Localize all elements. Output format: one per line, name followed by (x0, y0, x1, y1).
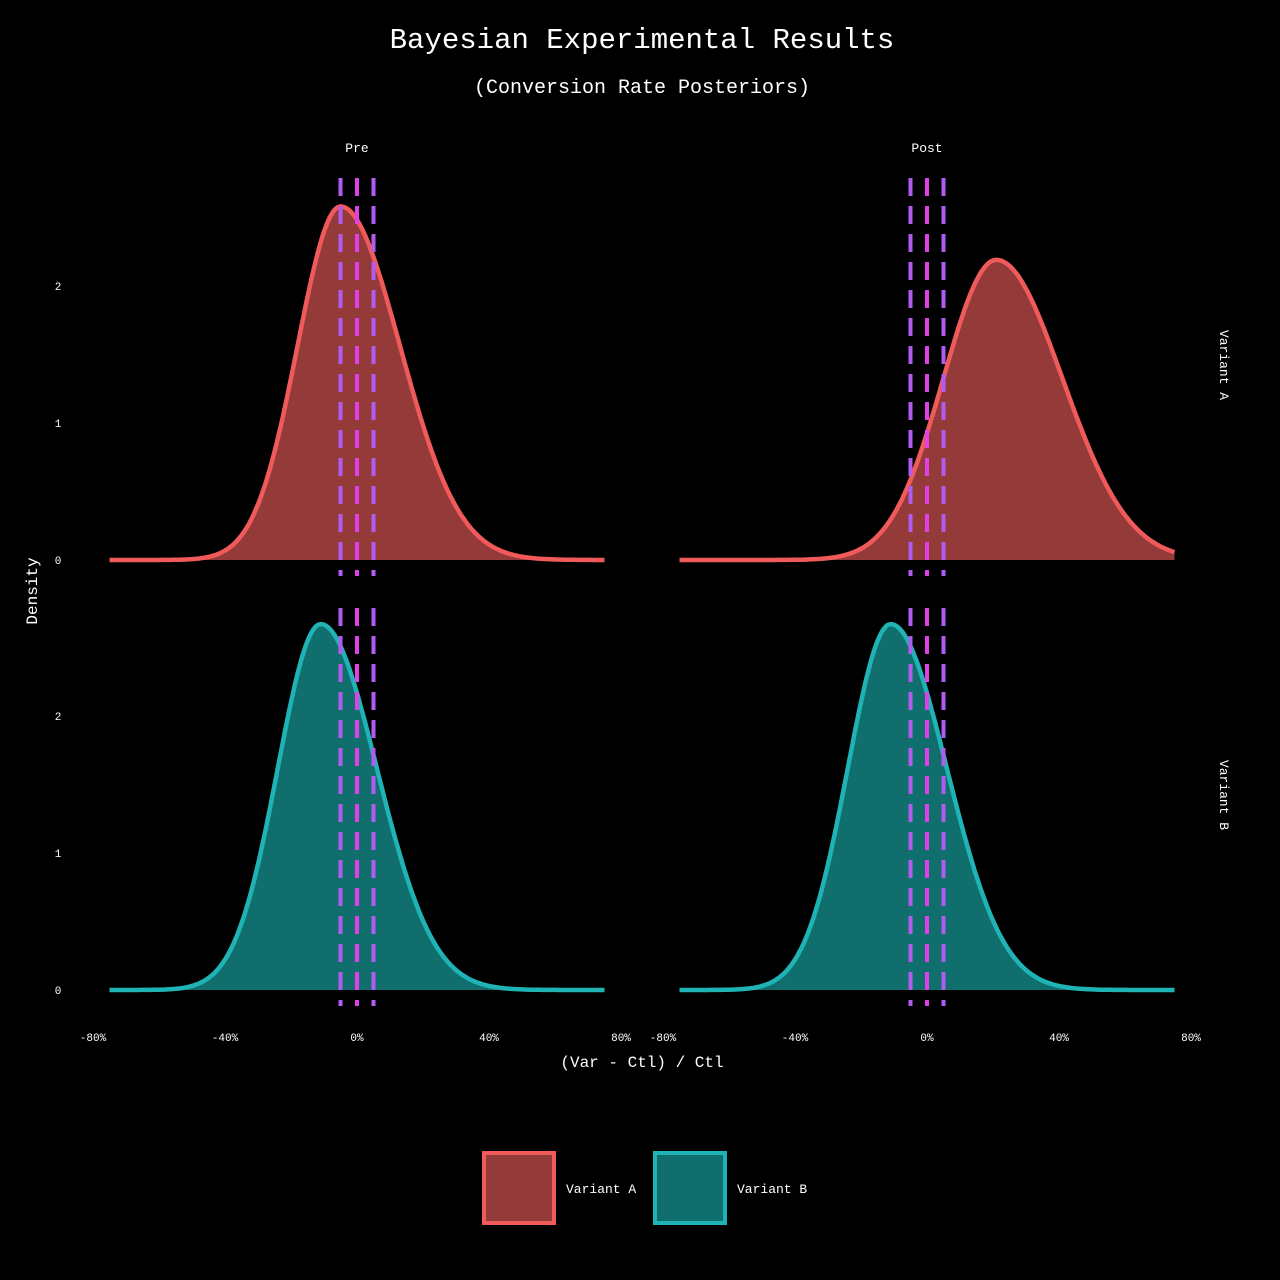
x-tick-label: 80% (1181, 1033, 1201, 1045)
legend-item-variant-b: Variant B (653, 1151, 807, 1225)
x-tick-label: 40% (479, 1033, 499, 1045)
y-axis-label: Density (24, 557, 42, 625)
legend-label: Variant A (566, 1182, 636, 1197)
x-axis-label: (Var - Ctl) / Ctl (560, 1054, 723, 1072)
y-tick-label: 2 (55, 712, 62, 724)
y-tick-label: 0 (55, 556, 62, 568)
axes: Pre Post Variant A Variant B 0 1 2 0 1 2 -80% -40% 0… (55, 141, 1231, 1045)
legend-item-variant-a: Variant A (482, 1151, 636, 1225)
density-area (679, 259, 1175, 560)
x-tick-label: 80% (611, 1033, 631, 1045)
x-tick-label: -40% (782, 1033, 809, 1045)
strip-label-post: Post (911, 141, 942, 156)
y-tick-label: 0 (55, 986, 62, 998)
legend: Variant A Variant B (482, 1151, 807, 1225)
strip-label-variant-a: Variant A (1216, 330, 1231, 400)
panel-post-variant-a (679, 178, 1176, 576)
facet-panels (109, 178, 1176, 1006)
legend-swatch (482, 1151, 556, 1225)
x-tick-label: 0% (350, 1033, 364, 1045)
x-tick-label: -80% (650, 1033, 677, 1045)
legend-label: Variant B (737, 1182, 807, 1197)
x-tick-label: 0% (920, 1033, 934, 1045)
y-tick-label: 1 (55, 419, 62, 431)
panel-pre-variant-b (109, 608, 605, 1006)
y-tick-label: 1 (55, 849, 62, 861)
chart-subtitle: (Conversion Rate Posteriors) (474, 77, 810, 100)
y-tick-label: 2 (55, 282, 62, 294)
x-tick-label: -80% (80, 1033, 107, 1045)
panel-post-variant-b (679, 608, 1175, 1006)
panel-pre-variant-a (109, 178, 605, 576)
x-tick-label: -40% (212, 1033, 239, 1045)
strip-label-variant-b: Variant B (1216, 760, 1231, 830)
chart-title: Bayesian Experimental Results (390, 24, 895, 57)
x-tick-label: 40% (1049, 1033, 1069, 1045)
strip-label-pre: Pre (345, 141, 368, 156)
legend-swatch (653, 1151, 727, 1225)
